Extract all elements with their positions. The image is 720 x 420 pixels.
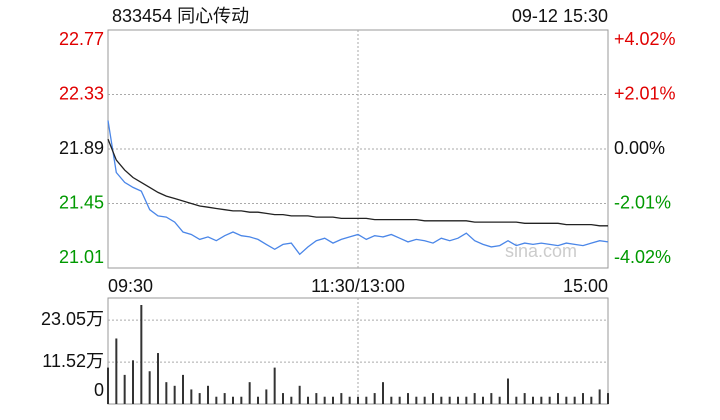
volume-bar [198,393,201,404]
volume-bar [498,396,501,404]
volume-bar [398,396,401,404]
volume-bar [532,396,534,404]
volume-bar [265,389,268,404]
volume-bar [415,396,418,404]
volume-bar [473,393,476,404]
volume-bar [515,396,518,404]
y-tick-label: 21.89 [59,138,104,158]
volume-bar [107,367,109,404]
y-tick-label: 22.77 [59,29,104,49]
price-line [107,138,608,227]
volume-bar [407,393,409,404]
volume-bar [365,396,368,404]
volume-bar [482,396,484,404]
volume-bar [332,396,334,404]
volume-bar [248,382,251,404]
volume-bar [390,396,393,404]
volume-bar [548,396,551,404]
volume-bar [340,393,343,404]
timestamp: 09-12 15:30 [512,6,608,26]
volume-bar [382,382,384,404]
y-tick-label: 22.33 [59,83,104,103]
volume-bar [573,396,576,404]
volume-bar [123,374,126,404]
volume-bar [457,396,459,404]
volume-bar [240,396,243,404]
y2-tick-label: -2.01% [614,192,671,212]
y2-tick-label: +4.02% [614,29,676,49]
volume-bar [298,385,301,404]
y2-tick-label: +2.01% [614,83,676,103]
volume-bar [373,393,376,404]
price-line [107,120,609,256]
volume-tick-label: 11.52万 [42,351,104,371]
volume-bar [190,389,193,404]
volume-bar [557,393,559,404]
volume-bar [173,385,176,404]
volume-bar [223,393,226,404]
x-tick-label: 11:30/13:00 [311,276,405,296]
volume-bar [348,396,351,404]
volume-bar [273,367,276,404]
volume-bar [607,393,609,404]
x-tick-label: 09:30 [108,276,153,296]
volume-bar [357,396,359,404]
volume-bar [140,305,143,404]
x-tick-label: 15:00 [563,276,608,296]
volume-bar [490,393,493,404]
volume-bar [182,374,184,404]
volume-bar [440,396,443,404]
volume-bar [307,396,309,404]
y-tick-label: 21.45 [59,192,104,212]
y-tick-label: 21.01 [59,247,104,267]
volume-bar [582,393,584,404]
volume-bar [232,396,234,404]
volume-bar [523,393,526,404]
volume-bar [257,396,259,404]
volume-bar [282,393,284,404]
volume-bar [448,396,451,404]
y2-tick-label: 0.00% [614,138,665,158]
volume-bar [423,396,426,404]
volume-bar [432,393,434,404]
y2-tick-label: -4.02% [614,247,671,267]
volume-bar [290,396,293,404]
volume-tick-label: 0 [94,380,104,400]
volume-bar [207,385,209,404]
volume-bar [465,396,468,404]
volume-bar [165,382,168,404]
volume-bar [157,353,159,404]
volume-bar [590,396,593,404]
volume-bar [565,396,568,404]
volume-bar [148,371,151,404]
volume-bar [540,396,543,404]
volume-bar [323,396,326,404]
volume-bar [115,338,118,404]
volume-bar [315,393,318,404]
volume-bar [215,396,218,404]
volume-bar [598,389,601,404]
volume-tick-label: 23.05万 [41,309,104,329]
volume-bar [132,360,134,404]
chart-title: 833454 同心传动 [112,6,249,26]
volume-bar [507,378,509,404]
